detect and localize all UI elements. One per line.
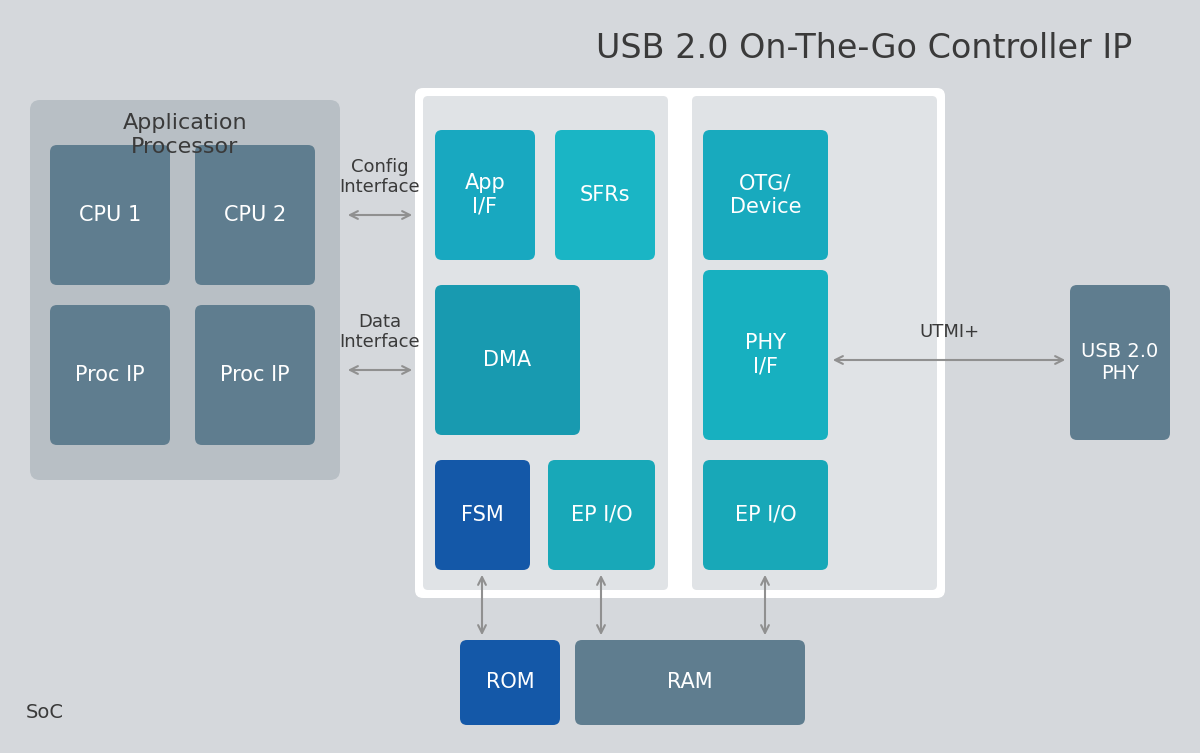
Text: DMA: DMA <box>484 350 532 370</box>
FancyBboxPatch shape <box>194 145 314 285</box>
Text: FSM: FSM <box>461 505 504 525</box>
FancyBboxPatch shape <box>548 460 655 570</box>
Text: CPU 2: CPU 2 <box>224 205 286 225</box>
FancyBboxPatch shape <box>692 96 937 590</box>
FancyBboxPatch shape <box>575 640 805 725</box>
Text: Application
Processor: Application Processor <box>122 114 247 157</box>
FancyBboxPatch shape <box>436 285 580 435</box>
Text: UTMI+: UTMI+ <box>919 323 979 341</box>
Text: USB 2.0
PHY: USB 2.0 PHY <box>1081 342 1159 383</box>
Text: Proc IP: Proc IP <box>76 365 145 385</box>
FancyBboxPatch shape <box>415 88 946 598</box>
Text: CPU 1: CPU 1 <box>79 205 142 225</box>
Text: ROM: ROM <box>486 672 534 693</box>
FancyBboxPatch shape <box>703 460 828 570</box>
FancyBboxPatch shape <box>436 130 535 260</box>
Text: SFRs: SFRs <box>580 185 630 205</box>
Text: USB 2.0 On-The-Go Controller IP: USB 2.0 On-The-Go Controller IP <box>596 32 1132 65</box>
FancyBboxPatch shape <box>1070 285 1170 440</box>
FancyBboxPatch shape <box>554 130 655 260</box>
Text: Config
Interface: Config Interface <box>340 157 420 197</box>
Text: Data
Interface: Data Interface <box>340 312 420 352</box>
FancyBboxPatch shape <box>460 640 560 725</box>
Text: SoC: SoC <box>26 703 64 722</box>
FancyBboxPatch shape <box>436 460 530 570</box>
Text: OTG/
Device: OTG/ Device <box>730 173 802 217</box>
FancyBboxPatch shape <box>703 130 828 260</box>
FancyBboxPatch shape <box>194 305 314 445</box>
Text: App
I/F: App I/F <box>464 173 505 217</box>
Text: PHY
I/F: PHY I/F <box>745 334 786 376</box>
FancyBboxPatch shape <box>30 100 340 480</box>
Text: EP I/O: EP I/O <box>734 505 797 525</box>
FancyBboxPatch shape <box>50 305 170 445</box>
Text: Proc IP: Proc IP <box>220 365 290 385</box>
FancyBboxPatch shape <box>703 270 828 440</box>
FancyBboxPatch shape <box>50 145 170 285</box>
Text: EP I/O: EP I/O <box>571 505 632 525</box>
Text: RAM: RAM <box>667 672 713 693</box>
FancyBboxPatch shape <box>424 96 668 590</box>
